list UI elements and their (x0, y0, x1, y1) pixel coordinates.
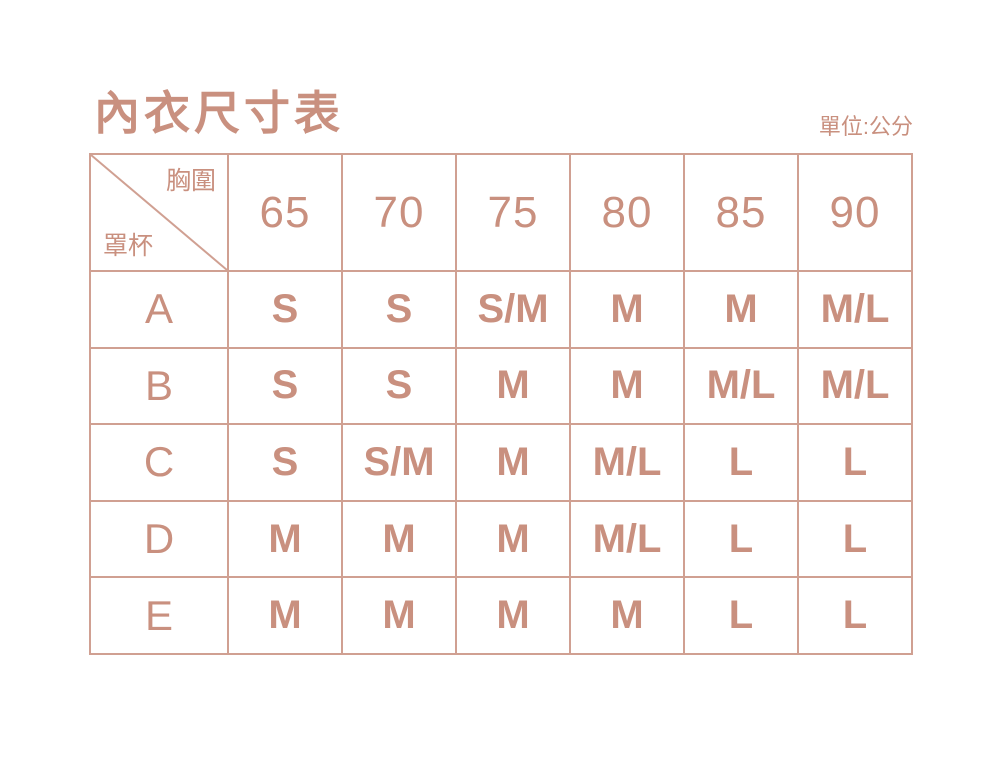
corner-cell: 胸圍 罩杯 (91, 155, 227, 270)
size-value-cell: S/M (341, 423, 455, 500)
size-value-cell: S (341, 270, 455, 347)
size-value-cell: M (569, 346, 683, 424)
size-value-cell: S (227, 346, 341, 424)
size-value-cell: M/L (569, 423, 683, 500)
unit-note: 單位:公分 (818, 114, 913, 139)
size-table: 胸圍 罩杯 65 70 75 80 85 90 A S S S/M M M M/L B S S M M M/L M/L… (89, 153, 913, 655)
size-value-cell: M/L (683, 346, 797, 424)
size-value-cell: M (455, 346, 569, 424)
size-value-cell: L (797, 576, 911, 653)
cup-row-label: D (91, 499, 227, 577)
size-value-cell: M (227, 499, 341, 577)
bust-column-header: 65 (227, 155, 341, 270)
size-value-cell: M (683, 270, 797, 347)
bust-column-header: 85 (683, 155, 797, 270)
size-value-cell: L (683, 423, 797, 500)
size-value-cell: M (341, 576, 455, 653)
size-value-cell: L (797, 423, 911, 500)
size-value-cell: M (341, 499, 455, 577)
size-value-cell: L (683, 576, 797, 653)
size-value-cell: M (455, 423, 569, 500)
size-value-cell: S (227, 423, 341, 500)
cup-row-label: C (91, 423, 227, 500)
size-value-cell: M/L (797, 270, 911, 347)
size-value-cell: M (569, 576, 683, 653)
size-value-cell: S (341, 346, 455, 424)
size-value-cell: L (797, 499, 911, 577)
size-value-cell: L (683, 499, 797, 577)
size-value-cell: M/L (569, 499, 683, 577)
cup-row-label: A (91, 270, 227, 347)
bust-axis-label: 胸圍 (165, 167, 216, 195)
bust-column-header: 75 (455, 155, 569, 270)
bust-column-header: 80 (569, 155, 683, 270)
size-value-cell: M (455, 576, 569, 653)
size-value-cell: M (455, 499, 569, 577)
diagonal-divider-line (91, 155, 227, 270)
cup-row-label: E (91, 576, 227, 653)
bust-column-header: 70 (341, 155, 455, 270)
size-value-cell: M (569, 270, 683, 347)
size-value-cell: M (227, 576, 341, 653)
size-value-cell: S (227, 270, 341, 347)
size-value-cell: S/M (455, 270, 569, 347)
cup-row-label: B (91, 346, 227, 424)
size-value-cell: M/L (797, 346, 911, 424)
page-title: 內衣尺寸表 (94, 87, 344, 139)
cup-axis-label: 罩杯 (103, 231, 154, 260)
bust-column-header: 90 (797, 155, 911, 270)
